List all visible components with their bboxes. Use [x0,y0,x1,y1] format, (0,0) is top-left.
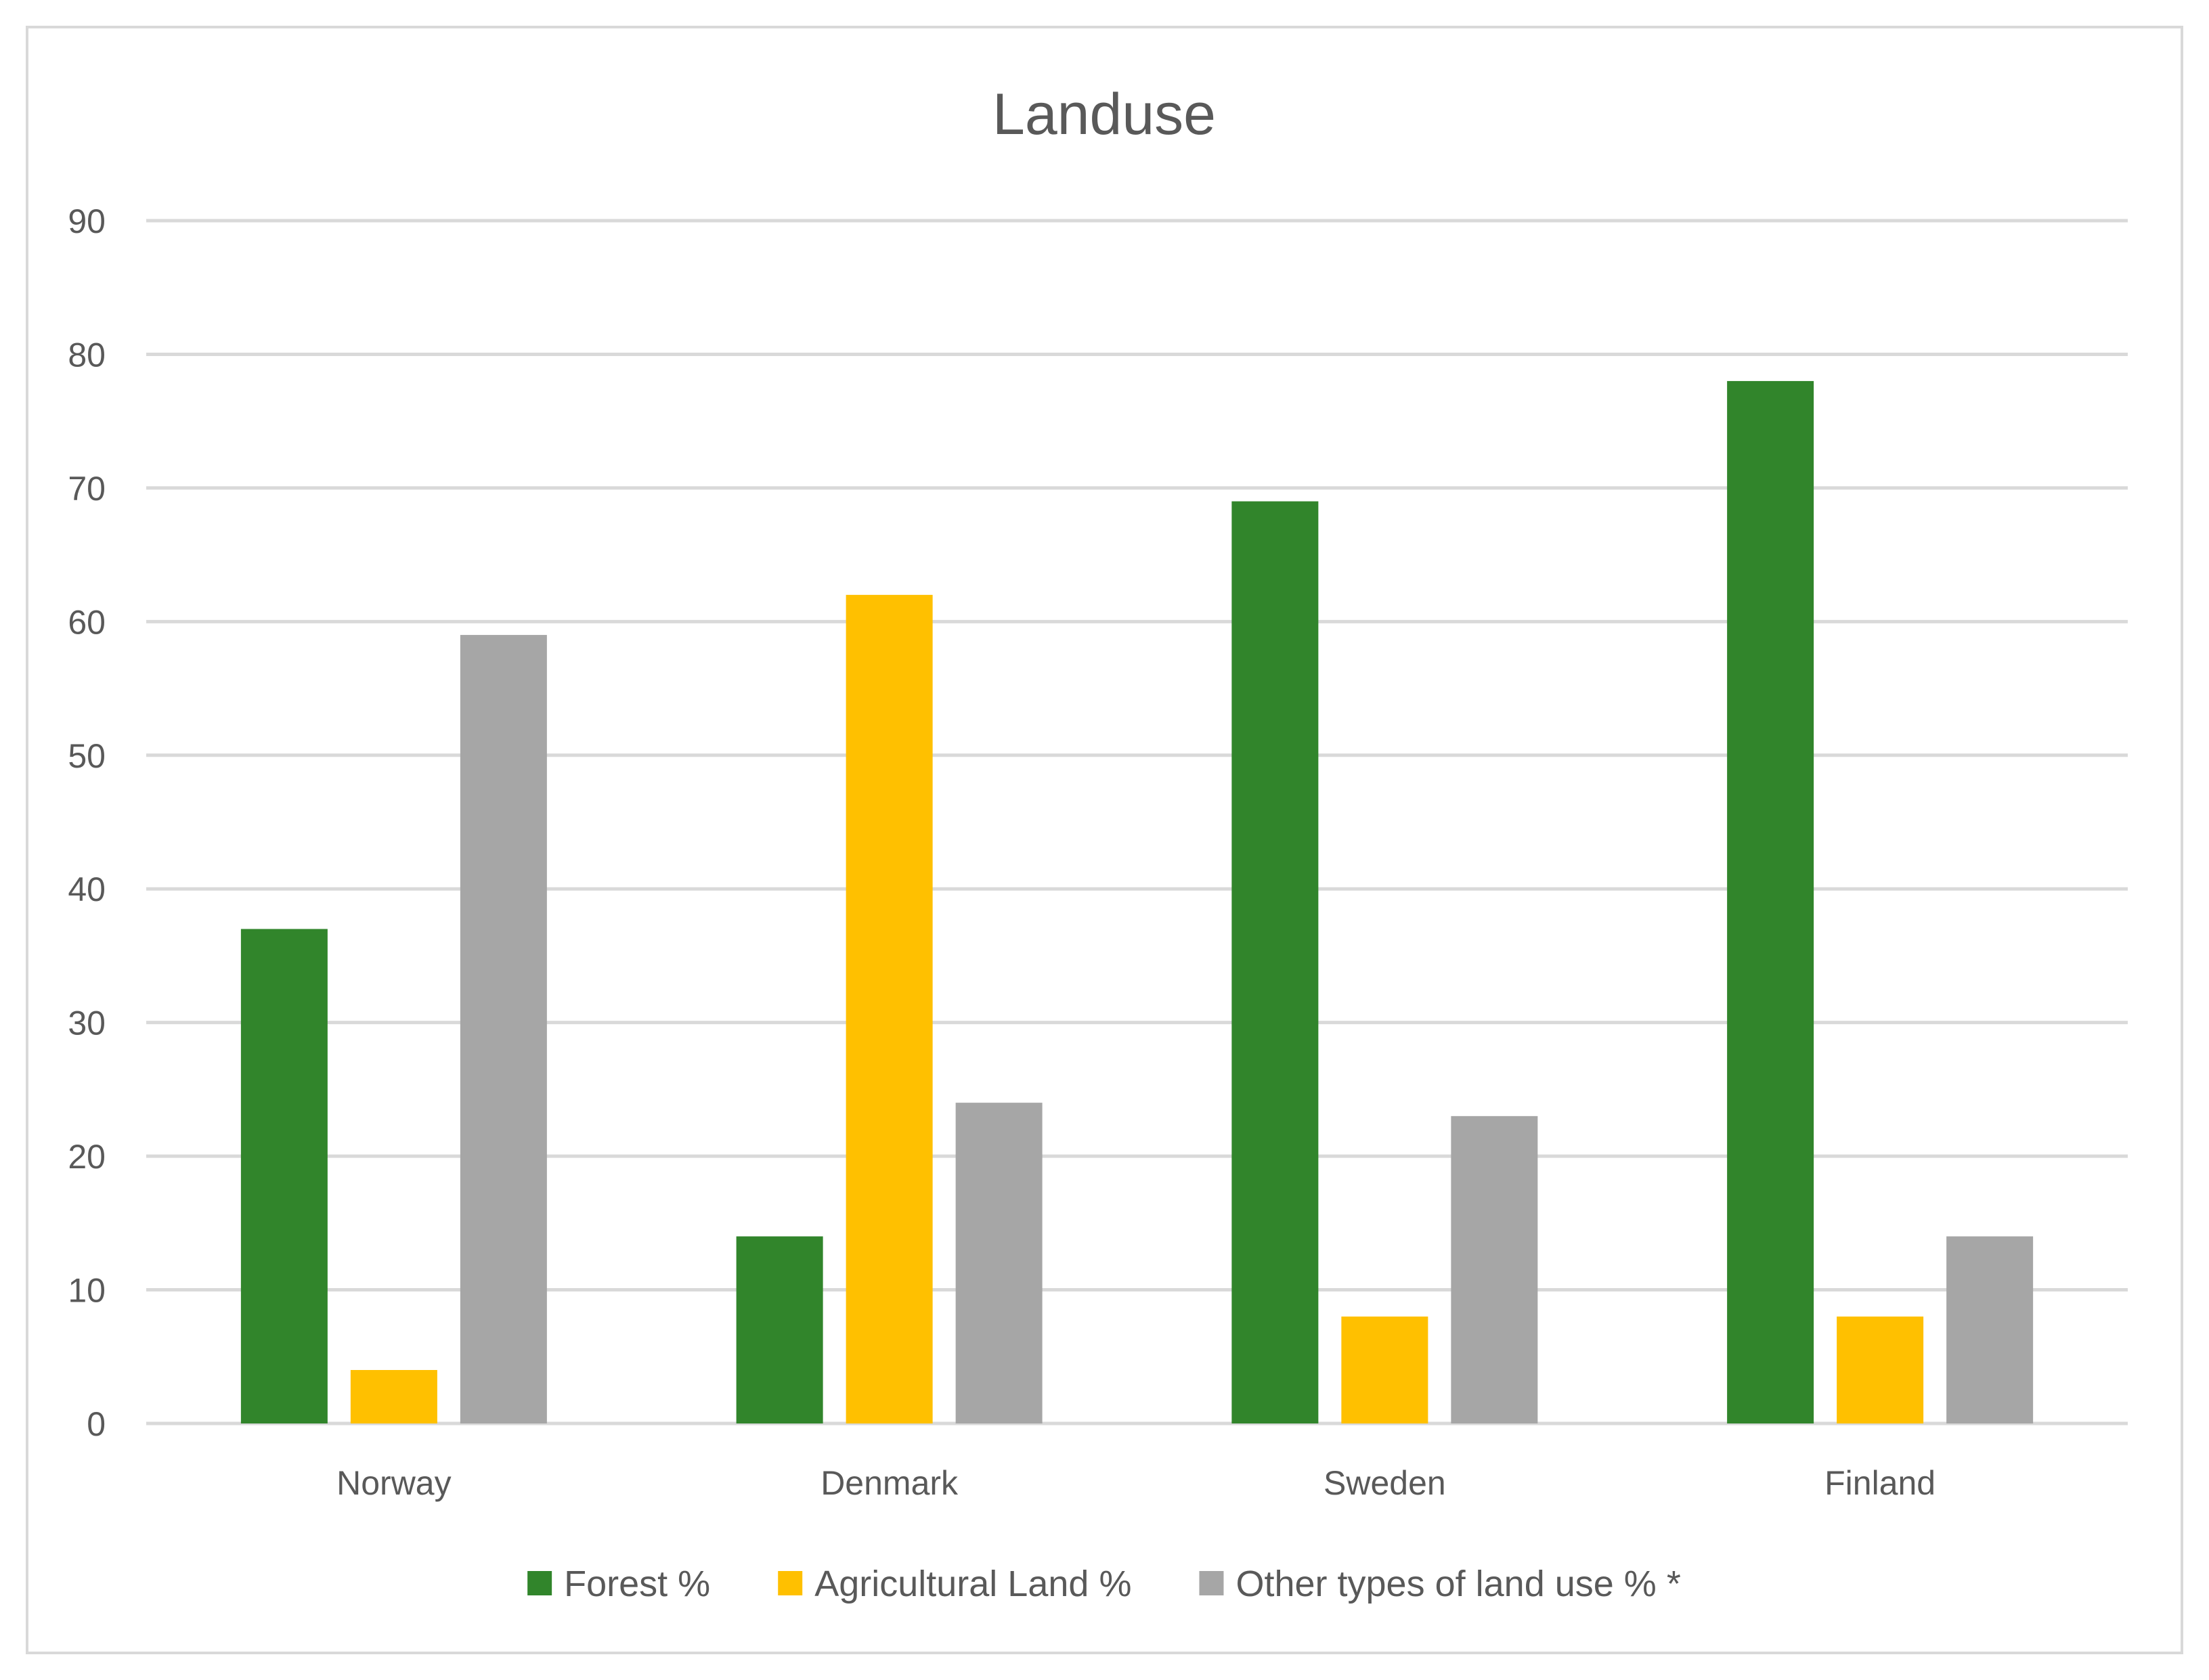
legend-label-3: Other types of land use % * [1235,1564,1680,1604]
y-tick-label: 40 [68,870,106,908]
y-tick-label: 20 [68,1138,106,1176]
bar-denmark-series-2 [846,594,933,1423]
legend-swatch-2 [778,1571,803,1595]
y-tick-label: 10 [68,1272,106,1310]
legend-label-2: Agricultural Land % [814,1564,1131,1604]
y-tick-label: 0 [87,1405,106,1443]
x-tick-label-sweden: Sweden [1324,1464,1446,1502]
legend-label-1: Forest % [564,1564,710,1604]
bar-sweden-series-1 [1231,501,1319,1424]
bar-finland-series-3 [1946,1236,2034,1423]
legend-swatch-3 [1199,1571,1224,1595]
bar-sweden-series-2 [1341,1317,1428,1423]
bar-norway-series-3 [460,635,547,1423]
bar-norway-series-1 [240,929,328,1423]
bars [240,380,2034,1424]
legend-swatch-1 [527,1571,552,1595]
bar-denmark-series-1 [736,1236,823,1423]
bar-finland-series-2 [1837,1317,1924,1423]
y-tick-label: 80 [68,336,106,374]
bar-finland-series-1 [1727,380,1814,1423]
y-tick-label: 60 [68,603,106,641]
y-tick-label: 50 [68,737,106,775]
gridlines [146,219,2128,1425]
chart-title: Landuse [992,82,1216,147]
bar-denmark-series-3 [955,1103,1043,1423]
x-tick-label-denmark: Denmark [821,1464,959,1502]
y-axis-tick-labels: 0 10 20 30 40 50 60 70 80 90 [68,202,106,1443]
x-tick-label-finland: Finland [1824,1464,1935,1502]
y-tick-label: 90 [68,202,106,240]
x-axis-tick-labels: Norway Denmark Sweden Finland [336,1464,1935,1502]
bar-sweden-series-3 [1451,1115,1538,1423]
legend: Forest % Agricultural Land % Other types o… [527,1564,1681,1604]
y-tick-label: 30 [68,1004,106,1042]
x-tick-label-norway: Norway [336,1464,451,1502]
bar-norway-series-2 [350,1370,437,1423]
y-tick-label: 70 [68,470,106,508]
